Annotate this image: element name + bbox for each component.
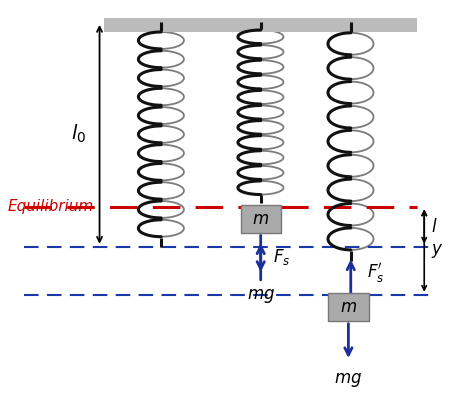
FancyBboxPatch shape (241, 205, 281, 233)
Text: $y$: $y$ (431, 242, 444, 259)
Text: $F_s$: $F_s$ (273, 247, 290, 267)
FancyBboxPatch shape (328, 293, 368, 321)
Text: $F_s'$: $F_s'$ (367, 261, 385, 285)
Text: $m$: $m$ (340, 298, 357, 316)
Text: $mg$: $mg$ (246, 287, 275, 305)
Text: $l$: $l$ (431, 218, 438, 235)
FancyBboxPatch shape (104, 18, 417, 32)
Text: $mg$: $mg$ (334, 371, 363, 389)
Text: $m$: $m$ (252, 210, 269, 227)
Text: Equilibrium: Equilibrium (7, 199, 93, 214)
Text: $l_0$: $l_0$ (71, 123, 86, 146)
